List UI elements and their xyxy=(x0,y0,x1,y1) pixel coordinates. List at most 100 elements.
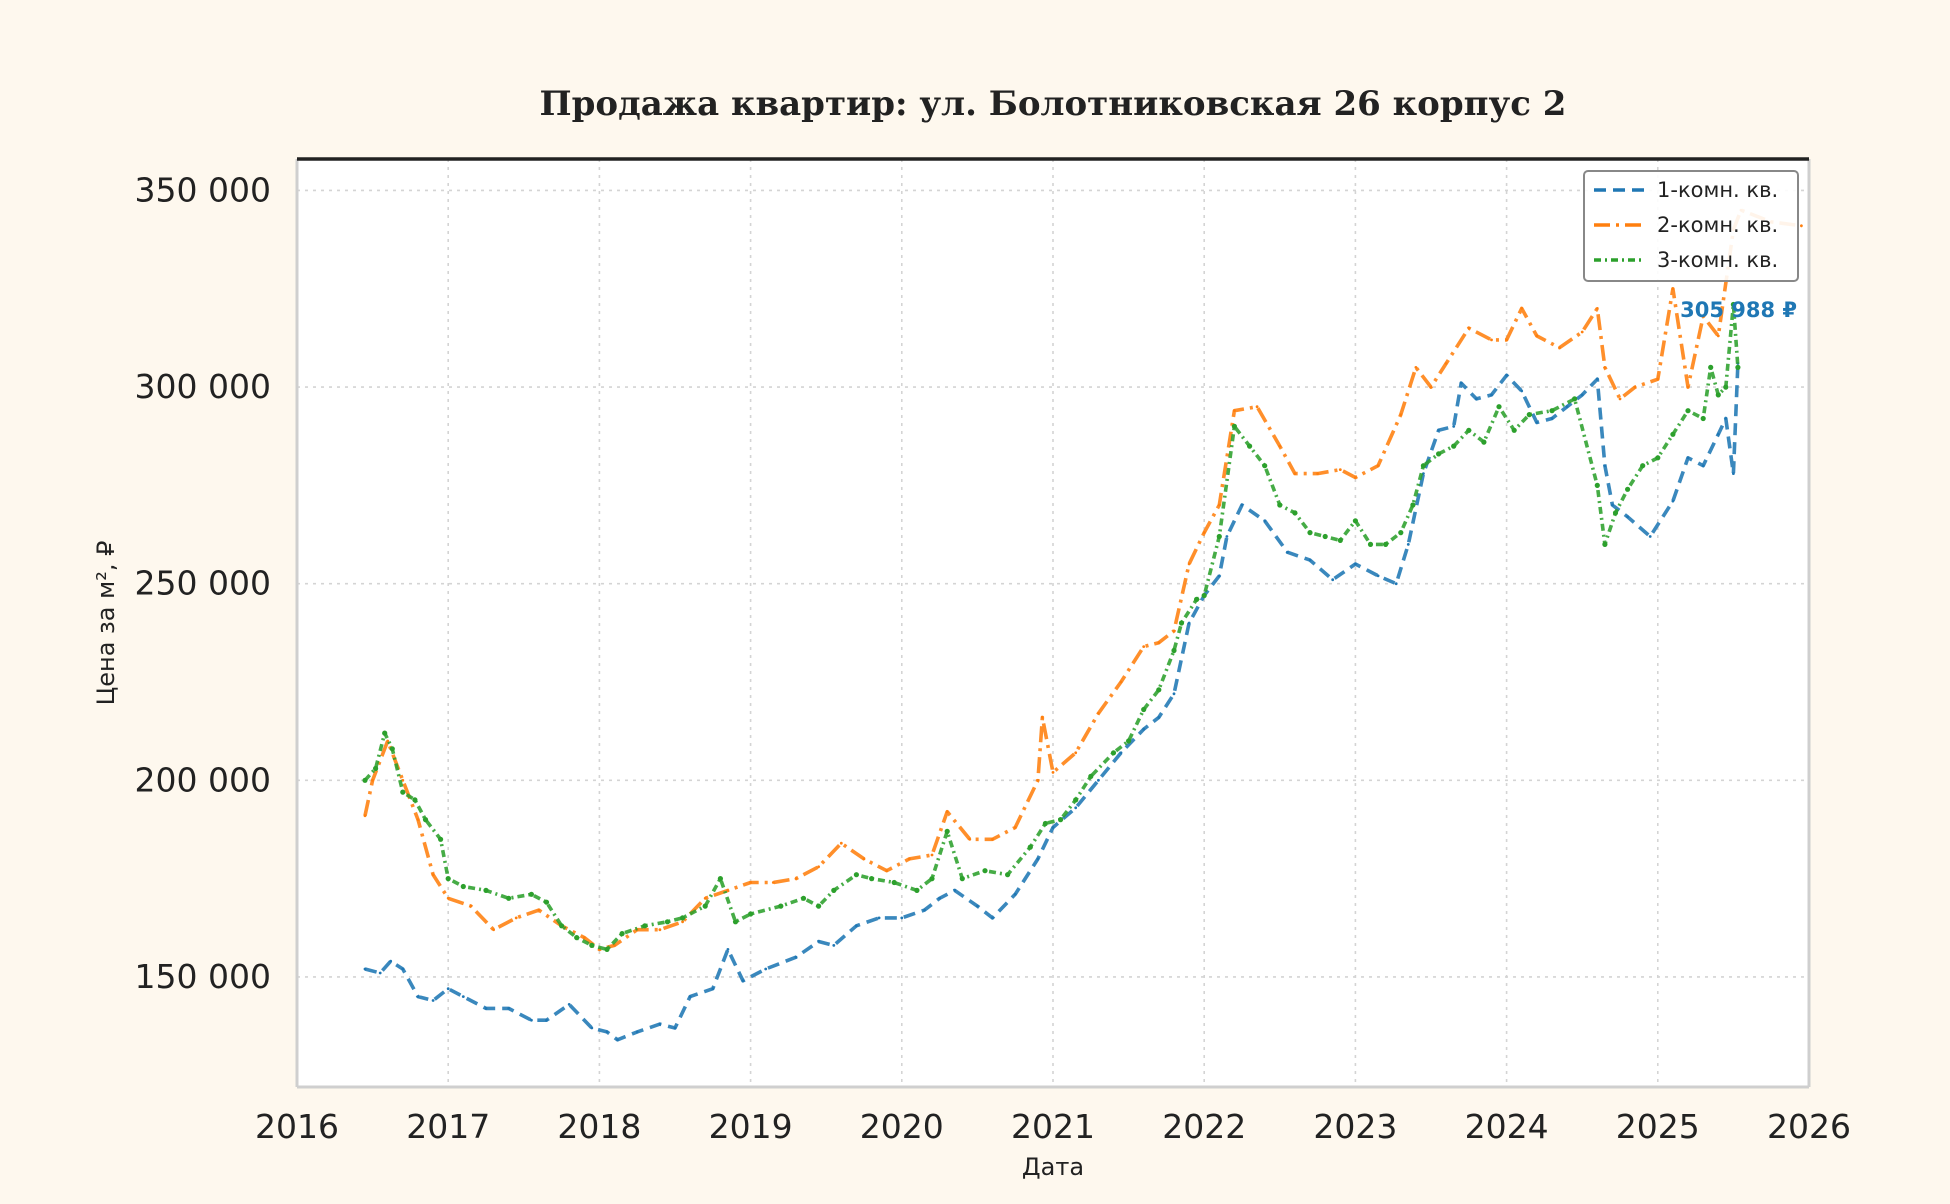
data-point xyxy=(642,923,648,929)
data-point xyxy=(749,881,752,884)
x-tick-label: 2026 xyxy=(1767,1107,1851,1146)
data-point xyxy=(1701,314,1705,318)
data-point xyxy=(1410,502,1416,508)
data-point xyxy=(711,987,715,991)
data-point xyxy=(944,828,950,835)
data-point xyxy=(1187,621,1191,625)
data-point xyxy=(559,923,565,929)
data-point xyxy=(371,778,374,782)
data-point xyxy=(1367,541,1374,548)
data-point xyxy=(616,1038,619,1042)
data-point xyxy=(885,869,889,873)
data-point xyxy=(982,868,988,874)
x-tick-label: 2021 xyxy=(1011,1107,1095,1146)
x-tick-label: 2020 xyxy=(860,1107,944,1146)
data-point xyxy=(1520,307,1524,310)
data-point xyxy=(1354,476,1357,479)
data-point xyxy=(483,887,489,894)
data-point xyxy=(764,967,768,971)
data-point xyxy=(378,971,382,975)
data-point xyxy=(1459,381,1463,385)
data-point xyxy=(1505,373,1508,377)
data-point xyxy=(1451,443,1457,449)
data-point xyxy=(1618,397,1622,401)
data-point xyxy=(855,924,858,928)
data-point xyxy=(1595,307,1599,310)
data-point xyxy=(1520,389,1524,393)
x-tick-label: 2018 xyxy=(557,1107,641,1146)
data-point xyxy=(1157,641,1161,645)
legend-box xyxy=(1583,170,1799,282)
data-point xyxy=(1701,464,1705,468)
data-point xyxy=(363,967,367,971)
data-point xyxy=(1013,892,1017,896)
data-point xyxy=(1535,421,1539,424)
data-point xyxy=(1686,385,1690,389)
data-point xyxy=(1708,364,1714,370)
data-point xyxy=(794,877,798,880)
data-point xyxy=(1354,562,1357,566)
data-point xyxy=(1051,771,1055,774)
data-point xyxy=(567,1003,571,1006)
last-value-label: 305 988 ₽ xyxy=(1680,298,1797,322)
data-point xyxy=(817,865,820,869)
data-point xyxy=(537,908,541,912)
data-point xyxy=(953,889,957,892)
data-point xyxy=(574,935,580,941)
data-point xyxy=(363,814,367,818)
data-point xyxy=(1437,428,1440,432)
data-point xyxy=(778,903,784,909)
data-point xyxy=(839,841,843,845)
data-point xyxy=(831,887,837,894)
data-point xyxy=(1490,338,1493,342)
data-point xyxy=(514,916,518,920)
data-point xyxy=(389,959,393,963)
data-point xyxy=(923,908,926,912)
data-point xyxy=(1715,392,1721,398)
data-point xyxy=(800,895,807,901)
data-point xyxy=(1308,558,1312,562)
data-point xyxy=(412,797,418,803)
data-point xyxy=(1625,486,1631,492)
data-point xyxy=(771,881,775,884)
data-point xyxy=(945,810,949,814)
data-point xyxy=(389,746,395,752)
data-point xyxy=(1602,541,1608,548)
data-point xyxy=(1292,510,1298,516)
data-point xyxy=(543,899,550,905)
data-point xyxy=(1201,592,1207,599)
data-point xyxy=(681,920,684,924)
data-point xyxy=(726,889,730,892)
data-point xyxy=(1141,706,1147,713)
data-point xyxy=(1157,716,1161,719)
x-tick-label: 2025 xyxy=(1616,1107,1700,1146)
data-point xyxy=(1505,338,1508,342)
data-point xyxy=(1337,537,1343,544)
data-point xyxy=(431,873,435,877)
data-point xyxy=(1074,751,1078,755)
data-point xyxy=(1723,384,1729,390)
y-tick-label: 300 000 xyxy=(135,367,271,406)
series-line xyxy=(363,302,1740,952)
data-point xyxy=(1286,550,1289,554)
data-point xyxy=(446,987,450,991)
data-point xyxy=(582,936,586,939)
data-point xyxy=(1376,574,1380,578)
data-point xyxy=(1558,346,1561,350)
data-point xyxy=(401,778,405,782)
x-tick-label: 2016 xyxy=(255,1107,339,1146)
data-point xyxy=(422,817,429,823)
data-point xyxy=(1171,647,1177,654)
data-point xyxy=(1142,645,1146,648)
data-point xyxy=(1172,629,1176,633)
data-point xyxy=(1005,872,1011,878)
data-point xyxy=(619,931,625,937)
data-point xyxy=(1376,464,1380,468)
data-point xyxy=(1262,463,1268,469)
data-point xyxy=(1595,377,1599,381)
data-point xyxy=(1110,750,1117,756)
data-point xyxy=(1383,541,1389,548)
data-point xyxy=(1535,334,1539,338)
data-point xyxy=(938,896,941,900)
